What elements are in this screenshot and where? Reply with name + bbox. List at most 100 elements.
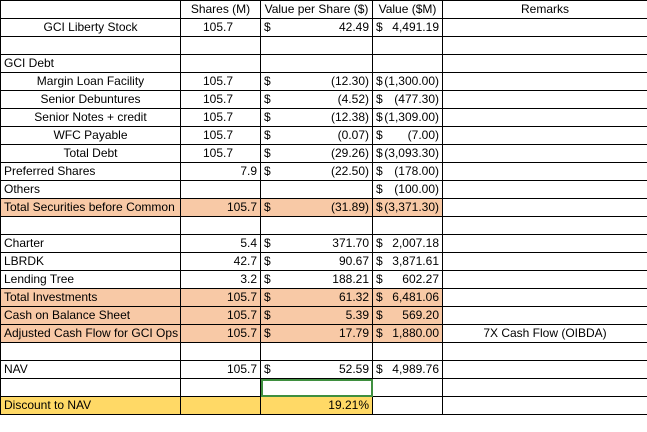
- cell-remark[interactable]: [442, 54, 647, 73]
- cell-label[interactable]: [0, 216, 181, 235]
- cell-shares[interactable]: 7.9: [180, 162, 261, 181]
- cell-value-per-share[interactable]: $52.59: [260, 360, 373, 379]
- cell-value[interactable]: $ (477.30): [372, 90, 443, 109]
- cell-shares[interactable]: 105.7: [180, 126, 261, 145]
- cell-remark[interactable]: [442, 36, 647, 55]
- cell-label[interactable]: NAV: [0, 360, 181, 379]
- cell-shares[interactable]: [180, 216, 261, 235]
- cell-value-per-share[interactable]: [260, 342, 373, 361]
- cell-label[interactable]: Total Investments: [0, 288, 181, 307]
- cell-remark[interactable]: [442, 288, 647, 307]
- cell-shares[interactable]: 105.7: [180, 18, 261, 37]
- cell-label[interactable]: Senior Debuntures: [0, 90, 181, 109]
- cell-label[interactable]: LBRDK: [0, 252, 181, 271]
- cell-remark[interactable]: [442, 198, 647, 217]
- cell-value[interactable]: $ (100.00): [372, 180, 443, 199]
- cell-value[interactable]: $ (7.00): [372, 126, 443, 145]
- cell-value-per-share[interactable]: [260, 216, 373, 235]
- cell-value[interactable]: $ (1,300.00): [372, 72, 443, 91]
- cell-value[interactable]: [372, 342, 443, 361]
- cell-value-per-share[interactable]: $42.49: [260, 18, 373, 37]
- cell-label[interactable]: Margin Loan Facility: [0, 72, 181, 91]
- cell-value[interactable]: $4,989.76: [372, 360, 443, 379]
- cell-value[interactable]: $ (3,093.30): [372, 144, 443, 163]
- cell-label[interactable]: Total Securities before Common: [0, 198, 181, 217]
- cell-remark[interactable]: [442, 90, 647, 109]
- cell-value[interactable]: [372, 36, 443, 55]
- cell-shares[interactable]: [180, 378, 261, 397]
- cell-shares[interactable]: 105.7: [180, 324, 261, 343]
- cell-value-per-share[interactable]: [260, 180, 373, 199]
- cell-shares[interactable]: 105.7: [180, 360, 261, 379]
- cell-shares[interactable]: [180, 180, 261, 199]
- cell-label[interactable]: [0, 36, 181, 55]
- cell-label[interactable]: Lending Tree: [0, 270, 181, 289]
- cell-label[interactable]: Others: [0, 180, 181, 199]
- cell-value[interactable]: $1,880.00: [372, 324, 443, 343]
- cell-remark[interactable]: [442, 252, 647, 271]
- cell-value-per-share[interactable]: [260, 36, 373, 55]
- cell-value[interactable]: $ (1,309.00): [372, 108, 443, 127]
- cell-value[interactable]: $ (178.00): [372, 162, 443, 181]
- cell-shares[interactable]: 105.7: [180, 288, 261, 307]
- header-cell-value-per-share[interactable]: Value per Share ($): [260, 0, 373, 19]
- cell-remark[interactable]: [442, 126, 647, 145]
- cell-label[interactable]: Discount to NAV: [0, 396, 181, 415]
- cell-remark[interactable]: [442, 270, 647, 289]
- cell-remark[interactable]: [442, 342, 647, 361]
- cell-value-per-share[interactable]: $61.32: [260, 288, 373, 307]
- cell-shares[interactable]: 105.7: [180, 108, 261, 127]
- cell-remark[interactable]: [442, 306, 647, 325]
- header-cell-value[interactable]: Value ($M): [372, 0, 443, 19]
- cell-remark[interactable]: [442, 108, 647, 127]
- cell-shares[interactable]: 105.7: [180, 306, 261, 325]
- cell-value-per-share[interactable]: [260, 378, 373, 397]
- cell-shares[interactable]: 42.7: [180, 252, 261, 271]
- cell-label[interactable]: Adjusted Cash Flow for GCI Ops: [0, 324, 181, 343]
- cell-remark[interactable]: [442, 162, 647, 181]
- cell-value[interactable]: [372, 216, 443, 235]
- cell-shares[interactable]: 105.7: [180, 144, 261, 163]
- cell-label[interactable]: GCI Debt: [0, 54, 181, 73]
- cell-value-per-share[interactable]: $ (31.89): [260, 198, 373, 217]
- cell-value-per-share[interactable]: $ (22.50): [260, 162, 373, 181]
- cell-value-per-share[interactable]: $5.39: [260, 306, 373, 325]
- cell-label[interactable]: Senior Notes + credit: [0, 108, 181, 127]
- cell-shares[interactable]: 3.2: [180, 270, 261, 289]
- cell-remark[interactable]: [442, 72, 647, 91]
- cell-value-per-share[interactable]: $17.79: [260, 324, 373, 343]
- header-cell-shares[interactable]: Shares (M): [180, 0, 261, 19]
- cell-shares[interactable]: 105.7: [180, 72, 261, 91]
- cell-remark[interactable]: [442, 180, 647, 199]
- cell-label[interactable]: Total Debt: [0, 144, 181, 163]
- cell-remark[interactable]: [442, 216, 647, 235]
- cell-value-per-share[interactable]: [260, 54, 373, 73]
- cell-value-per-share[interactable]: $371.70: [260, 234, 373, 253]
- cell-value[interactable]: $3,871.61: [372, 252, 443, 271]
- cell-remark[interactable]: [442, 234, 647, 253]
- cell-remark[interactable]: [442, 18, 647, 37]
- cell-remark[interactable]: [442, 360, 647, 379]
- cell-value[interactable]: $ (3,371.30): [372, 198, 443, 217]
- cell-value-per-share[interactable]: $ (29.26): [260, 144, 373, 163]
- cell-value[interactable]: $6,481.06: [372, 288, 443, 307]
- cell-value-per-share[interactable]: $188.21: [260, 270, 373, 289]
- cell-value-per-share[interactable]: $ (12.30): [260, 72, 373, 91]
- cell-label[interactable]: GCI Liberty Stock: [0, 18, 181, 37]
- cell-shares[interactable]: [180, 36, 261, 55]
- cell-value[interactable]: $4,491.19: [372, 18, 443, 37]
- cell-label[interactable]: [0, 378, 181, 397]
- cell-remark[interactable]: [442, 378, 647, 397]
- cell-label[interactable]: Charter: [0, 234, 181, 253]
- cell-remark[interactable]: 7X Cash Flow (OIBDA): [442, 324, 647, 343]
- cell-shares[interactable]: 5.4: [180, 234, 261, 253]
- header-cell-label[interactable]: [0, 0, 181, 19]
- cell-value-per-share[interactable]: $90.67: [260, 252, 373, 271]
- cell-shares[interactable]: 105.7: [180, 90, 261, 109]
- cell-value[interactable]: $ 602.27: [372, 270, 443, 289]
- cell-shares[interactable]: 105.7: [180, 198, 261, 217]
- cell-label[interactable]: Cash on Balance Sheet: [0, 306, 181, 325]
- cell-label[interactable]: WFC Payable: [0, 126, 181, 145]
- cell-value[interactable]: [372, 54, 443, 73]
- cell-shares[interactable]: [180, 342, 261, 361]
